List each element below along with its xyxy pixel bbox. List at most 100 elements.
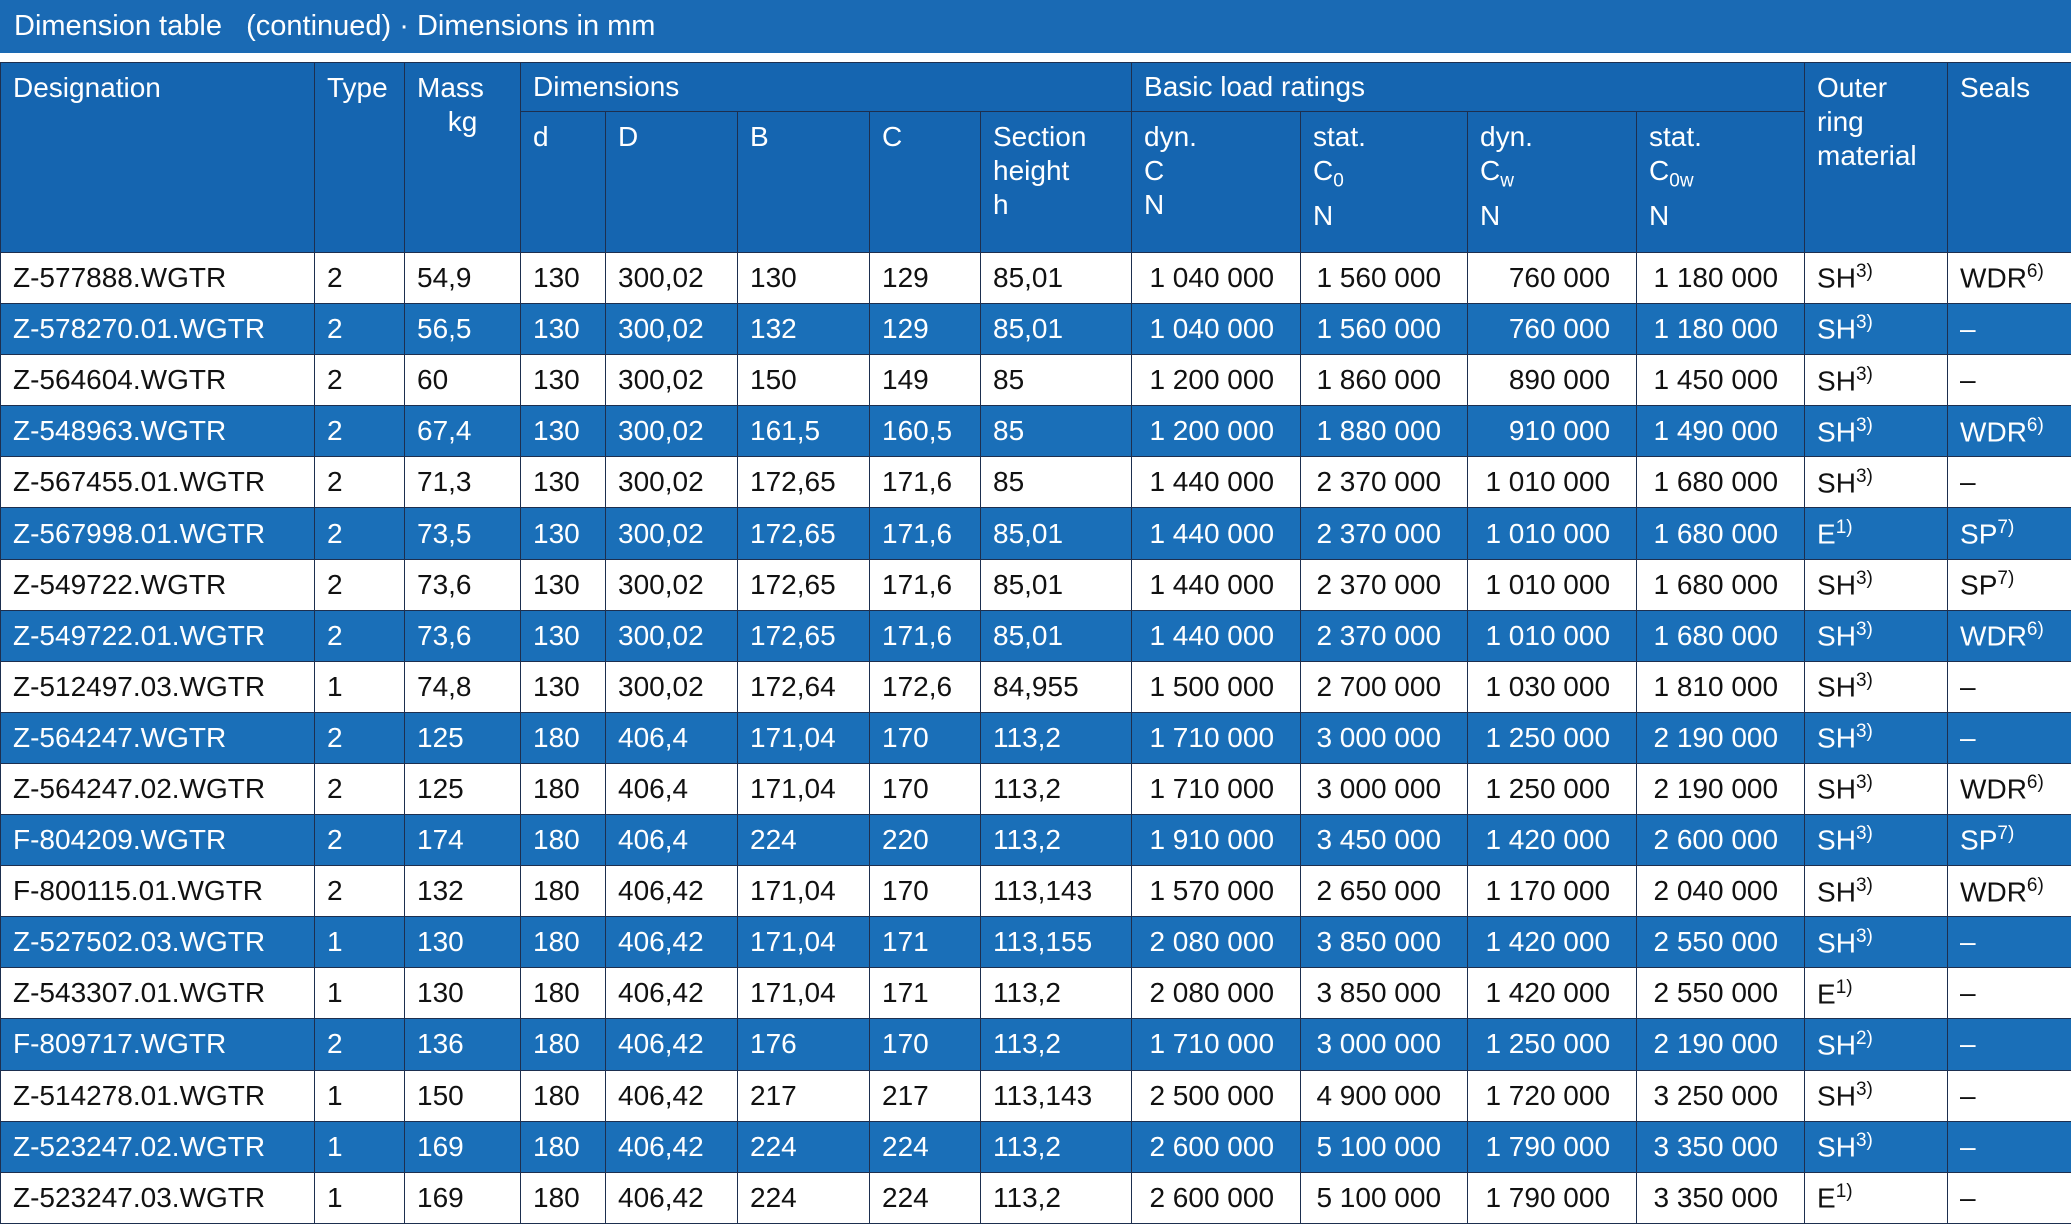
table-cell: 113,2	[979, 1018, 1133, 1071]
table-cell: SH3)	[1804, 609, 1949, 662]
table-cell: 910 000	[1467, 405, 1638, 458]
table-cell: 1	[314, 660, 405, 713]
symbol-subscript: 0w	[1669, 170, 1694, 192]
table-cell: 130	[404, 916, 521, 969]
table-cell: 2	[314, 354, 405, 407]
table-cell: E1)	[1804, 1171, 1949, 1224]
table-cell: Z-564247.WGTR	[0, 711, 315, 764]
table-cell: 406,42	[605, 1069, 738, 1122]
table-cell: 2 650 000	[1300, 865, 1469, 918]
table-cell: 125	[404, 762, 521, 816]
table-cell: 2	[314, 456, 405, 509]
table-cell: SH3)	[1804, 916, 1949, 969]
cell-text: SH	[1817, 467, 1856, 499]
header-label-block: C	[882, 120, 968, 154]
header-label-block: Outer ring material	[1817, 71, 1935, 173]
table-cell: 3 250 000	[1636, 1069, 1806, 1122]
table-cell: Z-567998.01.WGTR	[0, 507, 315, 560]
table-cell: 130	[520, 609, 606, 662]
table-cell: F-809717.WGTR	[0, 1018, 315, 1071]
table-row: Z-577888.WGTR 2 54,9 130 300,02 130 129 85,01 1 …	[0, 251, 2071, 305]
footnote-ref: 2)	[1855, 1027, 1873, 1049]
table-cell: 1 680 000	[1636, 609, 1806, 662]
table-row: Z-523247.03.WGTR 1 169 180 406,42 224 224 113,2…	[0, 1171, 2071, 1224]
group-header: Dimensions	[519, 62, 1133, 112]
table-cell: 171,04	[737, 865, 870, 918]
table-cell: 406,4	[605, 711, 738, 764]
table-cell: Z-512497.03.WGTR	[0, 660, 315, 713]
footnote-ref: 3)	[1855, 772, 1873, 794]
table-cell: 2	[314, 405, 405, 458]
cell-text: SH	[1817, 1029, 1856, 1061]
cell-text: SH	[1817, 875, 1856, 907]
table-cell: SH3)	[1804, 558, 1949, 611]
table-row: Z-578270.01.WGTR 2 56,5 130 300,02 132 129 85,0…	[0, 303, 2071, 356]
header-label: d	[533, 121, 549, 152]
cell-text: E	[1817, 518, 1836, 550]
table-cell: Z-548963.WGTR	[0, 405, 315, 458]
table-cell: 2 370 000	[1300, 456, 1469, 509]
table-cell: SH3)	[1804, 456, 1949, 509]
table-cell: 125	[404, 711, 521, 764]
table-cell: 2 600 000	[1131, 1171, 1302, 1224]
table-cell: 1 560 000	[1300, 251, 1469, 305]
table-cell: 132	[404, 865, 521, 918]
cell-text: SP	[1960, 518, 1998, 550]
footnote-ref: 3)	[1855, 567, 1873, 589]
header-cell-content: d	[533, 113, 593, 161]
table-cell: 180	[520, 814, 606, 867]
table-cell: 3 450 000	[1300, 814, 1469, 867]
footnote-ref: 6)	[2026, 414, 2044, 436]
table-cell: 130	[520, 660, 606, 713]
table-cell: Z-578270.01.WGTR	[0, 303, 315, 356]
footnote-ref: 3)	[1855, 312, 1873, 334]
header-label-block: d	[533, 120, 593, 154]
footnote-ref: 7)	[1997, 823, 2015, 845]
table-cell: 3 000 000	[1300, 711, 1469, 764]
table-cell: 1 420 000	[1467, 814, 1638, 867]
table-row: Z-549722.01.WGTR 2 73,6 130 300,02 172,65 171,…	[0, 609, 2071, 662]
table-cell: 1 910 000	[1131, 814, 1302, 867]
table-cell: 1 200 000	[1131, 354, 1302, 407]
table-cell: 1 040 000	[1131, 303, 1302, 356]
table-row: Z-548963.WGTR 2 67,4 130 300,02 161,5 160,5 85 1…	[0, 405, 2071, 458]
table-cell: 5 100 000	[1300, 1171, 1469, 1224]
table-cell: Z-564247.02.WGTR	[0, 762, 315, 816]
footnote-ref: 3)	[1855, 414, 1873, 436]
header-label: dyn.	[1480, 121, 1533, 152]
footnote-ref: 3)	[1855, 261, 1873, 283]
table-cell: 1 680 000	[1636, 558, 1806, 611]
header-cell-content: Mass kg	[417, 64, 508, 146]
header-cell-content: Outer ring material	[1817, 64, 1935, 180]
table-cell: 1 790 000	[1467, 1171, 1638, 1224]
table-cell: 2	[314, 814, 405, 867]
table-row: Z-514278.01.WGTR 1 150 180 406,42 217 217 113,1…	[0, 1069, 2071, 1122]
table-cell: 171,6	[869, 558, 981, 611]
cell-text: SH	[1817, 722, 1856, 754]
table-cell: 85,01	[979, 303, 1133, 356]
table-cell: 180	[520, 1018, 606, 1071]
table-cell: 180	[520, 1069, 606, 1122]
table-cell: 1 710 000	[1131, 762, 1302, 816]
cell-text: WDR	[1960, 262, 2027, 294]
table-cell: 171,6	[869, 507, 981, 560]
table-cell: 890 000	[1467, 354, 1638, 407]
table-cell: 1	[314, 1069, 405, 1122]
table-cell: 113,143	[979, 1069, 1133, 1122]
header-label-block: stat. C0w	[1649, 120, 1792, 199]
table-cell: 170	[869, 1018, 981, 1071]
table-cell: 130	[520, 251, 606, 305]
table-cell: 2 550 000	[1636, 967, 1806, 1020]
table-cell: 1 250 000	[1467, 1018, 1638, 1071]
header-cell: dyn. Cw N	[1467, 111, 1638, 253]
table-cell: 1 010 000	[1467, 558, 1638, 611]
table-cell: 1	[314, 1120, 405, 1173]
table-cell: SH3)	[1804, 251, 1949, 305]
header-label-block: dyn. Cw	[1480, 120, 1624, 199]
cell-text: E	[1817, 1182, 1836, 1214]
table-cell: 760 000	[1467, 251, 1638, 305]
table-cell: SH3)	[1804, 303, 1949, 356]
table-cell: 406,42	[605, 916, 738, 969]
table-row: Z-564604.WGTR 2 60 130 300,02 150 149 85 1 200 0…	[0, 354, 2071, 407]
header-label: stat.	[1649, 121, 1702, 152]
